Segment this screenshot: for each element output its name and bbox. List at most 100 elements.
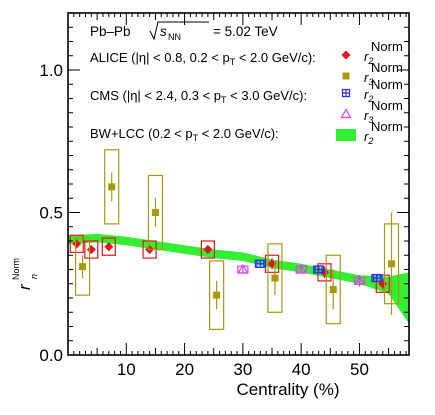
legend-bwlcc-text: BW+LCC (0.2 < pT < 2.0 GeV/c): [90, 126, 279, 143]
alice-r3-norm-marker [388, 260, 396, 268]
y-tick-label: 0.5 [39, 204, 63, 223]
cms-r3-norm-legend-marker [340, 108, 352, 119]
alice-r3-norm-point [267, 243, 283, 313]
cms-r2-norm-point [254, 259, 266, 268]
alice-r2-norm-sys-box [375, 274, 390, 293]
cms-r3-norm-legend-sup: Norm [371, 98, 403, 113]
legend-cms-text: CMS (|η| < 2.4, 0.3 < pT < 3.0 GeV/c): [90, 88, 307, 105]
alice-r2-norm-point [101, 237, 116, 256]
alice-r3-norm-marker [151, 209, 159, 216]
cms-r2-norm-legend-marker [341, 88, 351, 98]
legend-cms: CMS (|η| < 2.4, 0.3 < pT < 3.0 GeV/c): [90, 88, 307, 105]
alice-r3-norm-sys-box [104, 149, 120, 225]
cms-r3-norm-marker [237, 263, 249, 274]
alice-r2-norm-point [84, 240, 99, 259]
alice-r3-norm-sys-box [147, 174, 164, 251]
bw-lcc-r2-norm-legend-label: r2 [364, 129, 373, 146]
sqrt-sign [149, 21, 209, 41]
alice-r2-norm-series [69, 234, 390, 293]
y-tick-label: 0.0 [39, 346, 63, 365]
cms-r3-norm-marker [353, 275, 365, 285]
alice-r2-norm-legend-marker [341, 50, 351, 60]
header-sqrt-s: s [160, 24, 167, 39]
alice-r2-norm-marker [86, 245, 96, 255]
x-axis-title: Centrality (%) [237, 380, 340, 399]
alice-r3-norm-legend-sup: Norm [371, 60, 403, 75]
alice-r2-norm-sys-box [84, 240, 99, 259]
legend-alice: ALICE (|η| < 0.8, 0.2 < pT < 2.0 GeV/c): [90, 50, 316, 67]
alice-r2-norm-point [69, 234, 84, 254]
alice-r3-norm-marker [108, 183, 116, 191]
cms-r3-norm-series [237, 263, 366, 287]
cms-r2-norm-marker [256, 259, 265, 268]
alice-r3-norm-sys-box [325, 254, 341, 325]
cms-r2-norm-legend-label: r2 [364, 87, 373, 104]
cms-r3-norm-point [237, 263, 249, 274]
collision-header: Pb–Pb s NN = 5.02 TeV [90, 21, 278, 42]
y-axis-title-superscript: Norm [11, 258, 21, 280]
cms-r3-norm-marker [295, 263, 307, 274]
alice-r3-norm-point [147, 174, 164, 251]
alice-r3-norm-marker [329, 285, 337, 293]
x-tick-label: 50 [350, 360, 369, 379]
header-system: Pb–Pb [90, 24, 131, 39]
y-axis-title-subscript: n [29, 274, 39, 279]
alice-r3-norm-point [74, 237, 91, 296]
alice-r2-norm-sys-box [69, 234, 84, 254]
alice-r3-norm-point [104, 149, 120, 225]
alice-r3-norm-sys-box [209, 260, 225, 330]
cms-r2-norm-series [254, 259, 383, 283]
header-sqrt-sub: NN [168, 32, 181, 42]
header-energy: = 5.02 TeV [213, 24, 278, 39]
alice-r2-norm-legend-sup: Norm [371, 39, 403, 54]
alice-r2-norm-marker [104, 242, 114, 252]
alice-r2-norm-sys-box [101, 237, 116, 256]
cms-r3-norm-point [295, 263, 307, 274]
cms-r2-norm-marker [314, 265, 323, 274]
data-layer [69, 149, 400, 330]
alice-r2-norm-sys-box [200, 240, 215, 259]
cms-r2-norm-legend-sup: Norm [371, 77, 403, 92]
alice-r3-norm-point [383, 212, 400, 316]
alice-r2-norm-legend-label: r2 [364, 49, 373, 66]
alice-r3-norm-legend-label: r3 [364, 70, 373, 87]
alice-r3-norm-legend-marker [342, 72, 350, 80]
y-axis-title: r n Norm [11, 258, 39, 290]
cms-r2-norm-point [371, 273, 383, 283]
alice-r3-norm-marker [271, 274, 279, 282]
bw-lcc-r2-norm-legend-sup: Norm [371, 119, 403, 134]
alice-r2-norm-marker [72, 239, 82, 249]
x-tick-label: 40 [292, 360, 311, 379]
x-tick-label: 10 [117, 360, 136, 379]
bw-lcc-r2-norm-legend-swatch [336, 129, 356, 141]
alice-r2-norm-marker [203, 245, 213, 255]
alice-r2-norm-marker [267, 259, 277, 269]
alice-r3-norm-sys-box [267, 243, 283, 313]
alice-r3-norm-marker [79, 263, 87, 271]
cms-r3-norm-point [353, 275, 366, 287]
cms-r2-norm-point [313, 265, 325, 274]
alice-r2-norm-point [264, 254, 280, 273]
alice-r3-norm-point [325, 254, 341, 325]
alice-r3-norm-point [209, 260, 225, 330]
tick-layer: 10 20 30 40 50 0.0 0.5 1.0 [39, 13, 409, 379]
cms-r2-norm-marker [372, 273, 382, 283]
alice-r3-norm-sys-box [74, 237, 91, 296]
cms-r3-norm-legend-label: r3 [364, 108, 373, 125]
x-tick-label: 30 [233, 360, 252, 379]
alice-r3-norm-series [74, 149, 400, 330]
legend-bwlcc: BW+LCC (0.2 < pT < 2.0 GeV/c): [90, 126, 279, 143]
alice-r2-norm-point [200, 240, 215, 259]
alice-r3-norm-marker [213, 291, 221, 299]
y-tick-label: 1.0 [39, 61, 63, 80]
x-tick-label: 20 [175, 360, 194, 379]
y-axis-title-main: r [15, 283, 34, 290]
legend-alice-text: ALICE (|η| < 0.8, 0.2 < pT < 2.0 GeV/c): [90, 50, 316, 67]
